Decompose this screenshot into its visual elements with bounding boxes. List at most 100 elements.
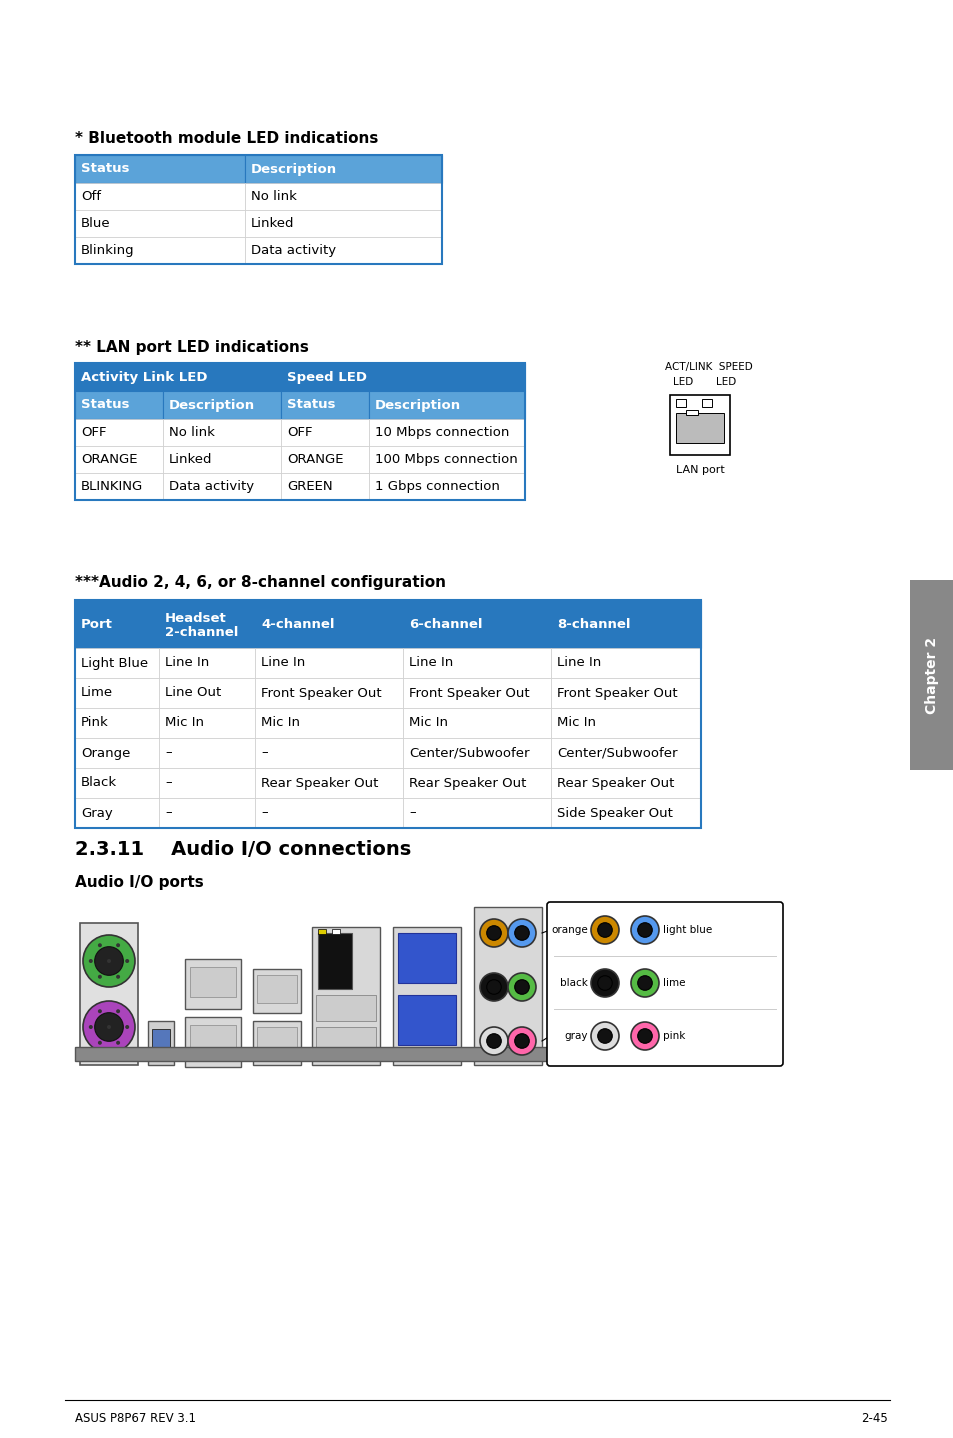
Bar bbox=[75, 707, 159, 738]
Circle shape bbox=[107, 959, 111, 963]
Text: Data activity: Data activity bbox=[169, 480, 253, 493]
Bar bbox=[75, 362, 281, 391]
Bar bbox=[281, 473, 369, 500]
Bar bbox=[402, 738, 551, 768]
Text: Pink: Pink bbox=[81, 716, 109, 729]
Bar bbox=[254, 768, 402, 798]
Bar bbox=[281, 446, 369, 473]
Bar bbox=[551, 768, 700, 798]
Bar bbox=[402, 600, 551, 649]
Text: black: black bbox=[559, 978, 587, 988]
Text: Mic In: Mic In bbox=[261, 716, 299, 729]
Text: Mic In: Mic In bbox=[557, 716, 596, 729]
Circle shape bbox=[507, 919, 536, 948]
Circle shape bbox=[479, 919, 507, 948]
Circle shape bbox=[598, 1028, 612, 1044]
Bar bbox=[163, 391, 281, 418]
Text: 100 Mbps connection: 100 Mbps connection bbox=[375, 453, 517, 466]
Bar bbox=[551, 707, 700, 738]
Bar bbox=[75, 473, 163, 500]
Text: Headset: Headset bbox=[165, 611, 227, 624]
Bar bbox=[402, 677, 551, 707]
Bar bbox=[397, 933, 456, 984]
Text: Blinking: Blinking bbox=[81, 244, 134, 257]
Circle shape bbox=[94, 1012, 123, 1041]
Text: OFF: OFF bbox=[81, 426, 107, 439]
Circle shape bbox=[598, 976, 612, 991]
Bar bbox=[315, 1027, 375, 1053]
FancyBboxPatch shape bbox=[546, 902, 782, 1066]
Circle shape bbox=[598, 923, 612, 938]
Bar bbox=[190, 1025, 235, 1055]
Text: Center/Subwoofer: Center/Subwoofer bbox=[409, 746, 529, 759]
Text: ***Audio 2, 4, 6, or 8-channel configuration: ***Audio 2, 4, 6, or 8-channel configura… bbox=[75, 575, 446, 590]
Text: 6-channel: 6-channel bbox=[409, 617, 482, 630]
Text: LAN port: LAN port bbox=[675, 464, 723, 475]
Bar bbox=[369, 473, 524, 500]
Bar bbox=[75, 768, 159, 798]
Bar bbox=[159, 707, 254, 738]
Bar bbox=[281, 391, 369, 418]
Text: Mic In: Mic In bbox=[409, 716, 448, 729]
Bar bbox=[75, 600, 159, 649]
Bar bbox=[254, 707, 402, 738]
Circle shape bbox=[515, 979, 529, 994]
Bar bbox=[254, 738, 402, 768]
Text: Rear Speaker Out: Rear Speaker Out bbox=[261, 777, 378, 789]
Text: orange: orange bbox=[551, 925, 587, 935]
Bar bbox=[75, 391, 163, 418]
Text: No link: No link bbox=[169, 426, 214, 439]
Circle shape bbox=[637, 976, 652, 991]
Text: Status: Status bbox=[287, 398, 335, 411]
Text: Gray: Gray bbox=[81, 807, 112, 820]
Bar bbox=[402, 798, 551, 828]
Circle shape bbox=[98, 943, 102, 948]
Text: Side Speaker Out: Side Speaker Out bbox=[557, 807, 672, 820]
Text: Description: Description bbox=[375, 398, 460, 411]
Bar bbox=[245, 183, 441, 210]
Text: Status: Status bbox=[81, 398, 130, 411]
Bar bbox=[317, 929, 326, 935]
Bar bbox=[701, 398, 711, 407]
Circle shape bbox=[637, 923, 652, 938]
Circle shape bbox=[98, 975, 102, 979]
Text: Front Speaker Out: Front Speaker Out bbox=[261, 686, 381, 699]
Bar bbox=[393, 928, 460, 1066]
Circle shape bbox=[479, 974, 507, 1001]
Bar bbox=[159, 738, 254, 768]
Bar bbox=[75, 155, 245, 183]
Circle shape bbox=[590, 916, 618, 943]
Circle shape bbox=[89, 1025, 92, 1030]
Bar bbox=[551, 649, 700, 677]
Bar bbox=[551, 600, 700, 649]
Text: Description: Description bbox=[251, 162, 336, 175]
Circle shape bbox=[515, 1034, 529, 1048]
Circle shape bbox=[507, 1027, 536, 1055]
Circle shape bbox=[98, 1009, 102, 1014]
Text: Blue: Blue bbox=[81, 217, 111, 230]
Circle shape bbox=[590, 969, 618, 997]
Bar bbox=[551, 677, 700, 707]
Bar bbox=[474, 907, 541, 1066]
Bar bbox=[253, 1021, 301, 1066]
Bar bbox=[80, 923, 138, 1066]
Bar bbox=[75, 446, 163, 473]
Circle shape bbox=[83, 1001, 135, 1053]
Text: ORANGE: ORANGE bbox=[81, 453, 137, 466]
Text: 2.3.11    Audio I/O connections: 2.3.11 Audio I/O connections bbox=[75, 840, 411, 858]
Text: Rear Speaker Out: Rear Speaker Out bbox=[409, 777, 526, 789]
Bar bbox=[245, 155, 441, 183]
Text: Data activity: Data activity bbox=[251, 244, 335, 257]
Bar bbox=[159, 677, 254, 707]
Text: 4-channel: 4-channel bbox=[261, 617, 335, 630]
Bar bbox=[254, 798, 402, 828]
Text: Linked: Linked bbox=[169, 453, 213, 466]
Text: Description: Description bbox=[169, 398, 254, 411]
Circle shape bbox=[637, 1028, 652, 1044]
Circle shape bbox=[507, 974, 536, 1001]
Text: Speed LED: Speed LED bbox=[287, 371, 367, 384]
Circle shape bbox=[486, 1034, 500, 1048]
Text: BLINKING: BLINKING bbox=[81, 480, 143, 493]
Text: Linked: Linked bbox=[251, 217, 294, 230]
Text: Line Out: Line Out bbox=[165, 686, 221, 699]
